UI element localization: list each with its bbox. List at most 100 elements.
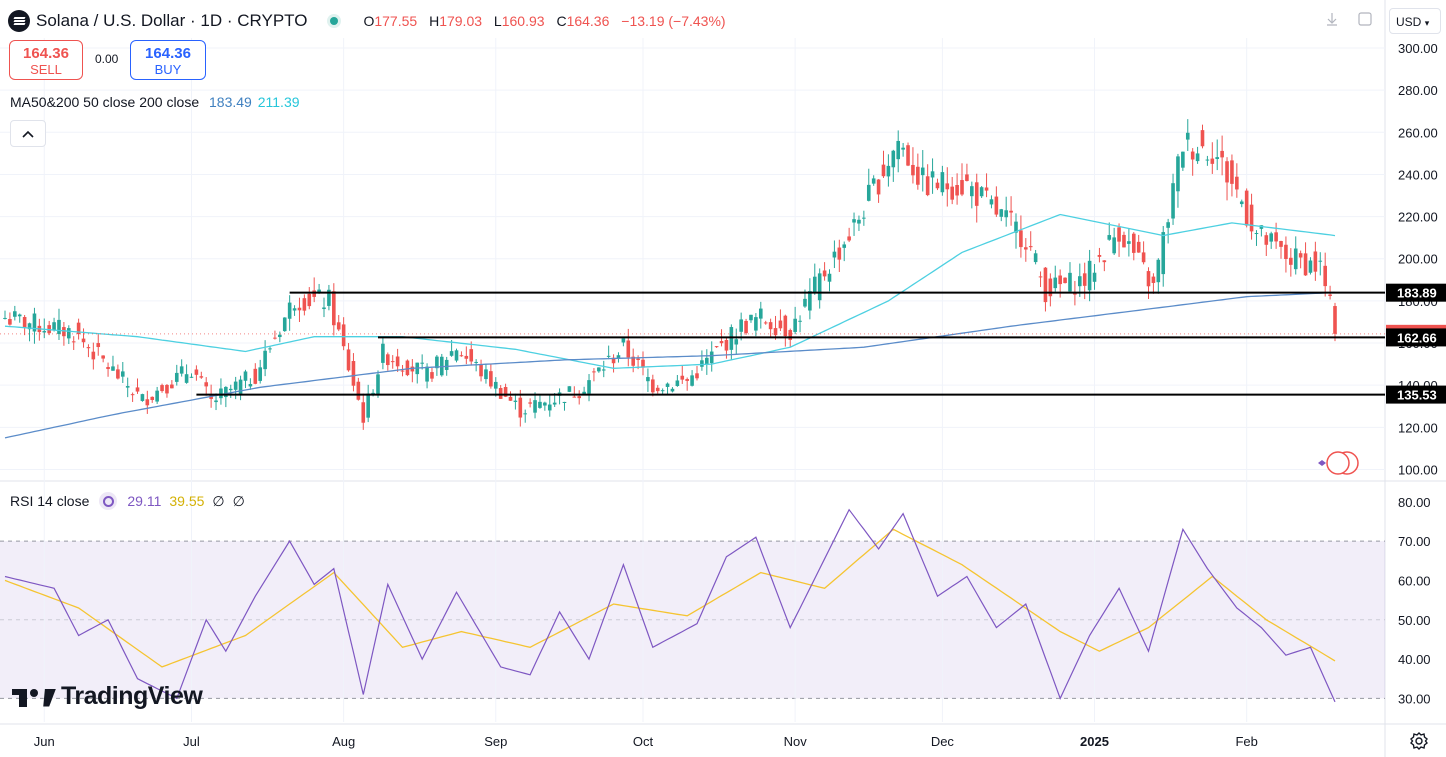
- ma-legend[interactable]: MA50&200 50 close 200 close 183.49 211.3…: [10, 94, 300, 110]
- candle-body: [366, 393, 370, 418]
- candle-body: [1185, 132, 1190, 140]
- candle-body: [435, 356, 439, 369]
- candle-body: [758, 308, 763, 319]
- candle-body: [690, 375, 694, 386]
- candle-body: [498, 388, 503, 399]
- collapse-legend-button[interactable]: [10, 120, 46, 147]
- candle-body: [52, 322, 56, 331]
- candle-body: [386, 354, 390, 366]
- sell-price: 164.36: [23, 45, 69, 62]
- candle-body: [8, 319, 12, 325]
- candle-body: [67, 328, 71, 339]
- rsi-ma-line: [4, 528, 1336, 668]
- currency-select[interactable]: USD ▾: [1389, 8, 1441, 34]
- candle-body: [1122, 234, 1126, 248]
- candle-body: [513, 400, 518, 402]
- candle-body: [655, 387, 660, 392]
- rsi-legend[interactable]: RSI 14 close 29.11 39.55 ∅ ∅: [10, 492, 245, 510]
- price-tick-label: 220.00: [1398, 210, 1438, 225]
- candle-body: [729, 327, 734, 350]
- candle-body: [538, 401, 542, 408]
- candle-body: [439, 356, 444, 376]
- price-label-tag: [1386, 283, 1446, 302]
- candle-body: [332, 291, 336, 326]
- rsi-tick-label: 30.00: [1398, 691, 1431, 706]
- price-label-text: 162.66: [1397, 330, 1437, 345]
- market-open-icon[interactable]: [327, 14, 342, 28]
- candle-body: [896, 140, 901, 160]
- candle-body: [1063, 277, 1067, 284]
- candle-body: [552, 402, 557, 405]
- close-label: C: [556, 13, 567, 29]
- candle-body: [179, 366, 184, 374]
- candle-body: [842, 244, 847, 248]
- candle-body: [493, 381, 498, 389]
- candle-body: [979, 187, 984, 197]
- candle-body: [1077, 276, 1082, 287]
- symbol-title[interactable]: Solana / U.S. Dollar · 1D · CRYPTO: [36, 11, 308, 30]
- candle-body: [1092, 272, 1097, 282]
- candle-body: [371, 392, 375, 394]
- candle-body: [405, 360, 410, 376]
- candle-body: [965, 174, 969, 181]
- candle-body: [974, 182, 979, 206]
- candle-body: [1284, 244, 1288, 259]
- tradingview-mark-icon: [12, 685, 56, 709]
- candle-body: [1239, 201, 1244, 205]
- candle-body: [862, 217, 866, 219]
- candle-body: [984, 187, 989, 191]
- candle-body: [1264, 235, 1269, 245]
- candle-body: [199, 376, 204, 378]
- candle-body: [1097, 254, 1102, 257]
- sell-button[interactable]: 164.36 SELL: [9, 40, 83, 80]
- buy-label: BUY: [154, 62, 182, 77]
- candle-body: [1205, 159, 1210, 161]
- time-tick-label: Sep: [484, 734, 507, 749]
- candle-body: [268, 348, 272, 350]
- tradingview-logo[interactable]: TradingView: [12, 682, 203, 711]
- candle-body: [341, 324, 346, 347]
- rsi-settings-icon[interactable]: [99, 492, 118, 510]
- candle-body: [783, 315, 788, 337]
- spread-value: 0.00: [95, 52, 119, 66]
- time-tick-label: Nov: [784, 734, 808, 749]
- price-tick-label: 240.00: [1398, 167, 1438, 182]
- fullscreen-icon[interactable]: [1358, 12, 1372, 26]
- candle-body: [1141, 252, 1146, 263]
- candle-body: [685, 379, 689, 381]
- candle-body: [970, 186, 974, 197]
- candle-body: [1156, 259, 1161, 283]
- low-value: 160.93: [501, 13, 545, 29]
- high-value: 179.03: [439, 13, 483, 29]
- candle-body: [822, 270, 827, 277]
- candle-body: [1303, 253, 1308, 276]
- candle-body: [601, 369, 606, 371]
- candle-body: [592, 371, 596, 373]
- buy-button[interactable]: 164.36 BUY: [130, 40, 206, 80]
- candle-body: [263, 350, 267, 370]
- sell-label: SELL: [30, 62, 62, 77]
- candle-body: [611, 357, 616, 364]
- candle-body: [1220, 150, 1224, 158]
- candle-body: [989, 199, 994, 205]
- candle-body: [572, 396, 577, 398]
- candle-body: [1082, 273, 1087, 286]
- candle-body: [734, 339, 739, 345]
- candle-body: [1038, 276, 1043, 278]
- candle-body: [317, 289, 321, 293]
- candle-body: [587, 380, 591, 394]
- candle-body: [400, 370, 405, 372]
- candle-body: [189, 376, 194, 378]
- candle-body: [1254, 233, 1259, 235]
- candle-body: [768, 322, 773, 330]
- rsi-tick-label: 70.00: [1398, 534, 1431, 549]
- download-icon[interactable]: [1326, 12, 1338, 26]
- candle-body: [204, 382, 209, 387]
- candle-body: [925, 176, 930, 196]
- candle-body: [76, 322, 81, 335]
- candle-body: [27, 323, 32, 330]
- candle-body: [1136, 241, 1141, 253]
- gear-icon[interactable]: [1409, 731, 1429, 751]
- price-label-text: 135.53: [1397, 388, 1437, 403]
